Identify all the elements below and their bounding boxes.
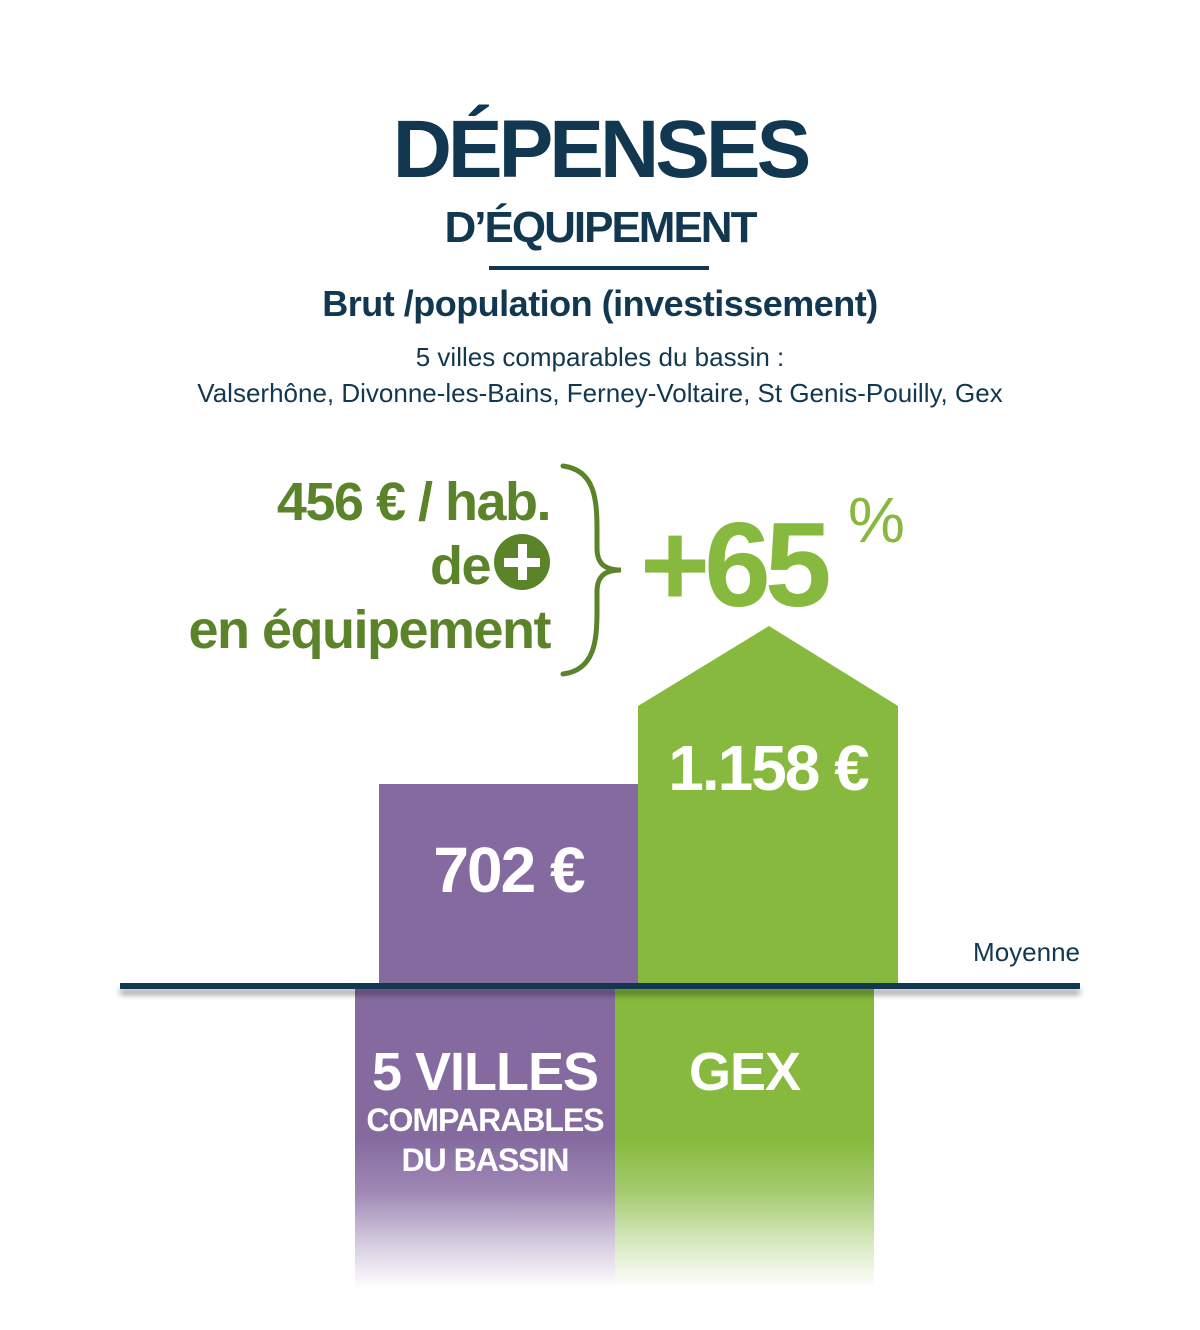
difference-caption: en équipement [188,600,551,660]
curly-brace-icon [560,463,622,677]
difference-amount: 456 € / hab. [276,472,552,532]
baseline-label: Moyenne [973,937,1080,967]
title-divider [489,266,709,270]
difference-more-line: de [188,534,550,598]
description-line-1: 5 villes comparables du bassin : [415,342,785,372]
description-line-2: Valserhône, Divonne-les-Bains, Ferney-Vo… [197,378,1003,408]
difference-callout: 456 € / hab. de en équipement [188,470,552,662]
bar-5-villes [379,784,638,984]
category-label-du-bassin: DU BASSIN [401,1142,569,1178]
chart-title-secondary: D’ÉQUIPEMENT [444,203,758,252]
chart-title: DÉPENSES [392,104,812,195]
value-5-villes: 702 € [433,834,585,906]
category-label-gex: GEX [688,1042,801,1102]
category-5-villes-block [355,989,615,1289]
plus-circle-icon [494,534,550,590]
baseline-axis [120,983,1080,989]
difference-de: de [429,536,492,596]
category-label-5-villes: 5 VILLES [371,1042,599,1102]
percent-sign: % [848,484,905,556]
bar-gex-arrow [638,626,898,984]
percent-increase: +65 [640,498,832,632]
metric-subtitle: Brut /population (investissement) [322,283,878,324]
category-gex-block [615,989,874,1289]
value-gex: 1.158 € [668,732,870,804]
category-label-comparables: COMPARABLES [366,1102,604,1138]
